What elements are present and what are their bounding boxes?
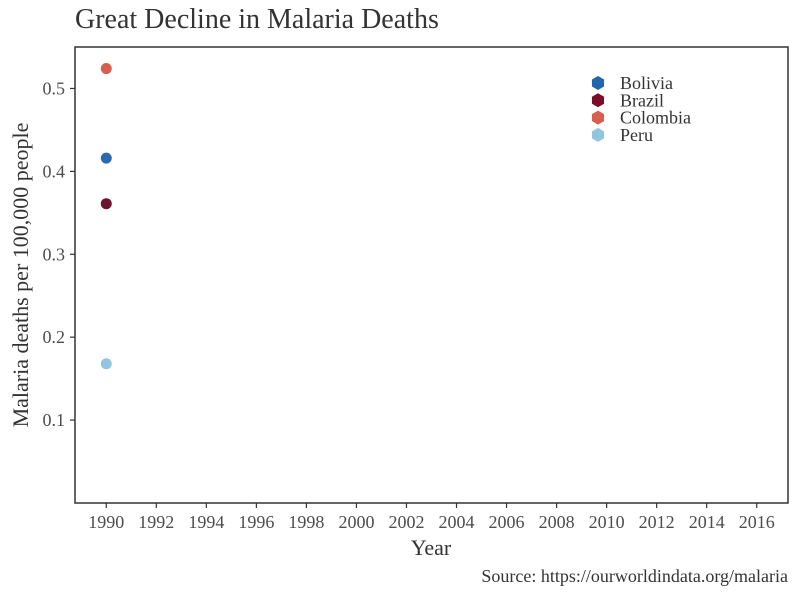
data-point-brazil [100, 198, 112, 210]
x-tick-label: 2002 [388, 512, 424, 532]
x-axis: 1990 1992 1994 1996 1998 2000 2002 2004 2006 2008… [88, 503, 775, 532]
y-axis: 0.1 0.2 0.3 0.4 0.5 [43, 78, 75, 430]
y-axis-title: Malaria deaths per 100,000 people [8, 123, 33, 428]
x-tick-label: 2014 [689, 512, 725, 532]
x-tick-label: 2010 [589, 512, 625, 532]
y-tick-label: 0.2 [43, 327, 66, 347]
data-point-peru [100, 358, 112, 370]
chart-title: Great Decline in Malaria Deaths [75, 4, 439, 35]
y-tick-label: 0.3 [43, 244, 66, 264]
legend-label-peru: Peru [620, 125, 653, 145]
x-tick-label: 1994 [188, 512, 224, 532]
legend-label-colombia: Colombia [620, 108, 691, 128]
x-tick-label: 2012 [639, 512, 675, 532]
legend-key-brazil [591, 93, 605, 108]
x-tick-label: 2004 [439, 512, 475, 532]
data-point-bolivia [100, 152, 112, 164]
plot-area [74, 46, 789, 504]
y-tick-label: 0.1 [43, 410, 66, 430]
legend-key-peru [591, 127, 605, 142]
legend-key-colombia [591, 110, 605, 125]
legend-key-bolivia [591, 76, 605, 90]
plot-border [74, 46, 789, 504]
x-tick-label: 2000 [338, 512, 374, 532]
x-tick-label: 2016 [739, 512, 775, 532]
legend-label-brazil: Brazil [620, 90, 664, 110]
x-tick-label: 1992 [138, 512, 174, 532]
x-axis-title: Year [411, 535, 452, 560]
data-points [100, 63, 112, 370]
x-tick-label: 1990 [88, 512, 124, 532]
source-caption: Source: https://ourworldindata.org/malar… [481, 566, 788, 586]
x-tick-label: 1998 [288, 512, 324, 532]
x-tick-label: 2008 [539, 512, 575, 532]
legend-label-bolivia: Bolivia [620, 73, 673, 93]
y-tick-label: 0.5 [43, 78, 66, 98]
x-tick-label: 1996 [238, 512, 274, 532]
data-point-colombia [100, 63, 112, 75]
y-tick-label: 0.4 [43, 161, 66, 181]
x-tick-label: 2006 [489, 512, 525, 532]
